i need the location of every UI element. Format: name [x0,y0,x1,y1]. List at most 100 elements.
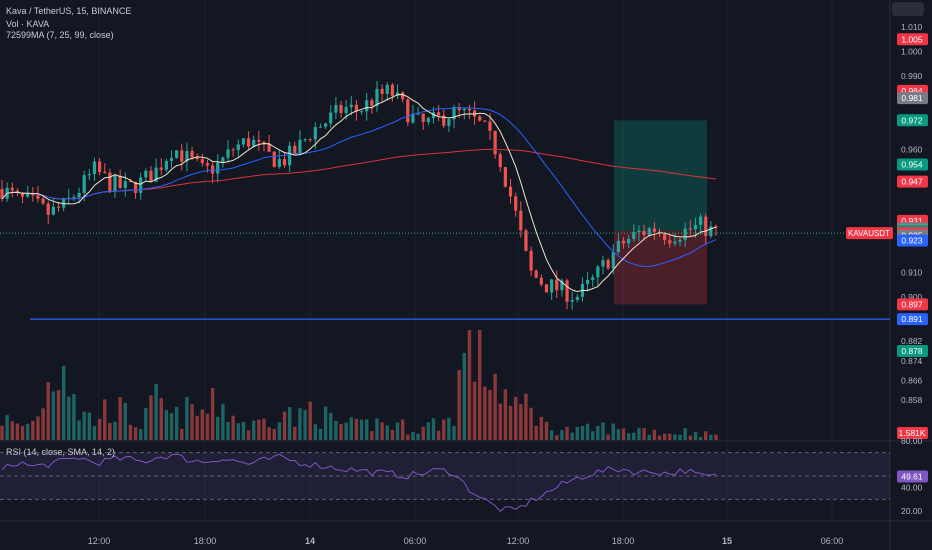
candle-body[interactable] [149,170,153,182]
candle-body[interactable] [221,157,225,163]
candle-body[interactable] [267,143,271,152]
candle-body[interactable] [226,149,230,158]
candle-body[interactable] [668,240,672,244]
candle-body[interactable] [113,175,117,192]
candle-body[interactable] [216,162,220,174]
candle-body[interactable] [15,190,20,193]
candle-body[interactable] [67,197,71,199]
candle-body[interactable] [180,150,184,162]
candle-body[interactable] [673,241,677,244]
candle-body[interactable] [313,127,317,140]
candle-body[interactable] [31,193,35,196]
candle-body[interactable] [211,165,215,174]
candle-body[interactable] [205,163,210,166]
candle-body[interactable] [0,189,4,199]
candle-body[interactable] [92,161,97,175]
candle-body[interactable] [462,108,466,111]
candle-body[interactable] [632,232,636,239]
candle-body[interactable] [303,139,307,141]
candle-body[interactable] [606,260,610,269]
candle-body[interactable] [241,138,246,145]
candle-body[interactable] [308,139,312,141]
candle-body[interactable] [62,198,66,208]
candle-body[interactable] [51,206,55,215]
candle-body[interactable] [365,100,369,112]
candle-body[interactable] [483,120,487,122]
panel-toggle-button[interactable] [892,2,924,16]
candle-body[interactable] [344,107,348,113]
candle-body[interactable] [324,123,328,127]
candle-body[interactable] [36,195,40,199]
candle-body[interactable] [20,192,25,197]
candle-body[interactable] [534,270,538,278]
candle-body[interactable] [200,159,204,164]
candle-body[interactable] [585,280,590,284]
candle-body[interactable] [175,150,179,158]
candle-body[interactable] [539,277,543,285]
candle-body[interactable] [164,160,168,170]
candle-body[interactable] [103,171,107,173]
candle-body[interactable] [401,92,405,100]
candle-body[interactable] [493,130,497,155]
candle-body[interactable] [169,157,174,161]
candle-body[interactable] [41,198,45,204]
candle-body[interactable] [642,230,646,235]
candle-body[interactable] [334,104,338,113]
candle-body[interactable] [508,186,513,197]
candle-body[interactable] [354,104,359,112]
candle-body[interactable] [246,138,251,147]
candle-body[interactable] [282,158,287,166]
candle-body[interactable] [56,206,61,208]
candle-body[interactable] [447,119,451,126]
candle-body[interactable] [298,139,302,154]
candle-body[interactable] [637,230,641,233]
candle-body[interactable] [627,238,631,244]
candle-body[interactable] [426,117,430,123]
candle-body[interactable] [457,107,461,111]
candle-body[interactable] [195,157,199,160]
candle-body[interactable] [97,161,102,172]
candle-body[interactable] [698,216,703,225]
candle-body[interactable] [339,104,343,113]
candle-body[interactable] [293,145,297,154]
candle-body[interactable] [257,139,261,142]
candle-body[interactable] [385,84,389,94]
candle-body[interactable] [10,187,14,191]
candle-body[interactable] [555,279,559,291]
candle-body[interactable] [621,240,626,244]
candle-body[interactable] [118,175,122,188]
candle-body[interactable] [431,112,436,118]
profit-zone[interactable] [614,120,707,231]
candle-body[interactable] [108,172,112,192]
candle-body[interactable] [529,250,533,271]
candle-body[interactable] [514,196,518,211]
candle-body[interactable] [288,145,292,166]
candle-body[interactable] [503,167,507,187]
candle-body[interactable] [683,228,687,240]
candle-body[interactable] [349,104,353,108]
candle-body[interactable] [359,111,364,113]
candle-body[interactable] [611,252,615,269]
candle-body[interactable] [277,158,281,167]
candle-body[interactable] [550,279,554,293]
candle-body[interactable] [128,181,133,183]
candle-body[interactable] [472,110,477,117]
candle-body[interactable] [72,197,76,199]
candle-body[interactable] [663,233,667,241]
candle-body[interactable] [406,99,410,123]
candle-body[interactable] [390,84,394,96]
candle-body[interactable] [144,170,148,178]
candle-body[interactable] [185,150,189,162]
candle-body[interactable] [272,151,276,167]
candle-body[interactable] [544,284,549,293]
candle-body[interactable] [370,100,374,107]
candle-body[interactable] [524,230,528,251]
candle-body[interactable] [616,240,621,253]
candle-body[interactable] [452,107,456,120]
candle-body[interactable] [596,266,600,278]
candle-body[interactable] [442,115,446,126]
candle-body[interactable] [421,113,425,123]
candle-body[interactable] [498,154,502,168]
candle-body[interactable] [252,139,256,147]
